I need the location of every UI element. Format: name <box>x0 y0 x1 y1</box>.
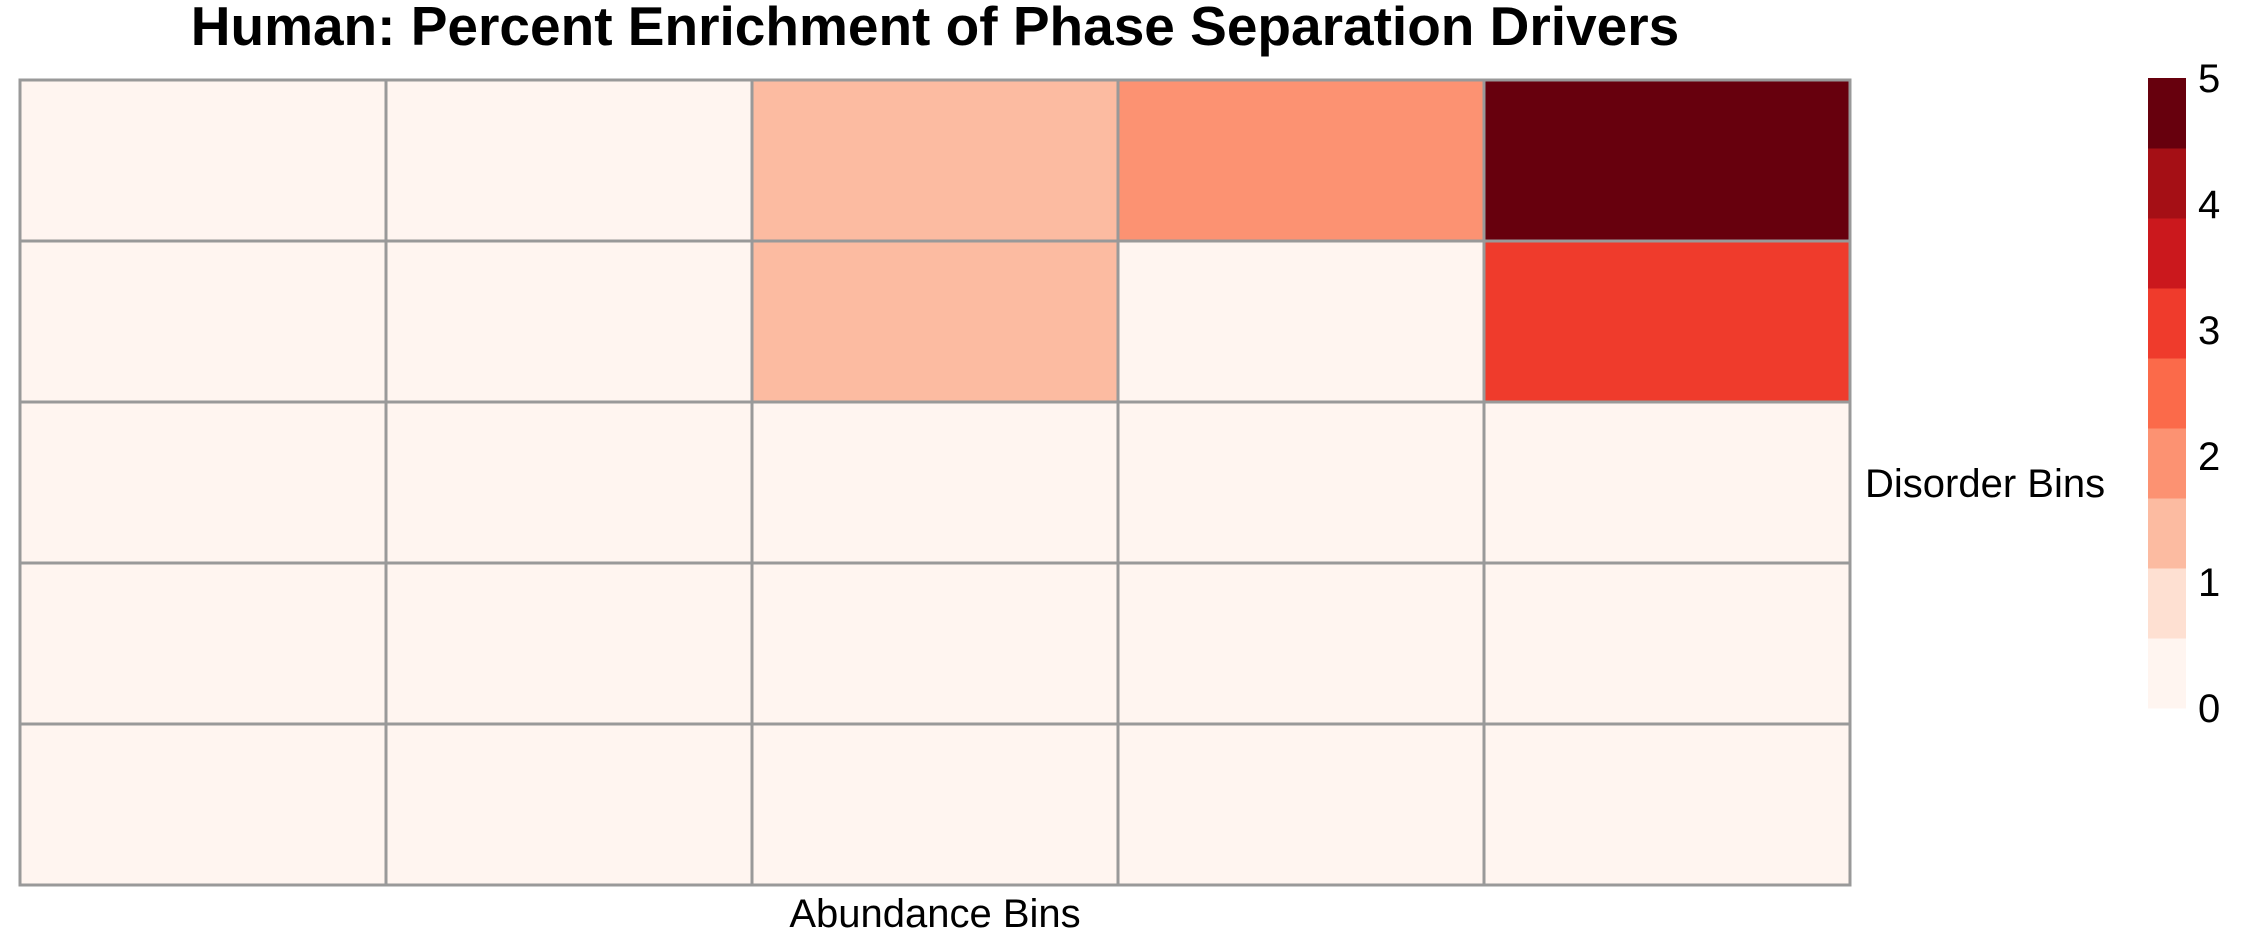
heatmap-cell-r2-c2 <box>384 239 754 404</box>
heatmap-cell-r1-c5 <box>1482 78 1852 243</box>
heatmap-cell-r3-c1 <box>18 400 388 565</box>
heatmap-cell-r5-c2 <box>384 722 754 887</box>
heatmap-cell-r4-c3 <box>750 561 1120 726</box>
heatmap-cell-r5-c4 <box>1116 722 1486 887</box>
legend-swatch-1 <box>2148 568 2186 639</box>
legend-tick-label: 0 <box>2198 687 2220 731</box>
heatmap-cell-r5-c5 <box>1482 722 1852 887</box>
heatmap-cell-r3-c4 <box>1116 400 1486 565</box>
legend-swatch-3 <box>2148 428 2186 499</box>
legend-tick-label: 1 <box>2198 561 2220 605</box>
legend-swatch-0 <box>2148 638 2186 709</box>
heatmap-cell-r1-c1 <box>18 78 388 243</box>
legend-swatch-5 <box>2148 288 2186 359</box>
chart-title: Human: Percent Enrichment of Phase Separ… <box>191 0 1680 57</box>
heatmap-cell-r2-c3 <box>750 239 1120 404</box>
legend-swatch-2 <box>2148 498 2186 569</box>
heatmap-cell-r1-c4 <box>1116 78 1486 243</box>
legend-tick-label: 5 <box>2198 57 2220 101</box>
heatmap-cell-r2-c5 <box>1482 239 1852 404</box>
heatmap-cell-r4-c1 <box>18 561 388 726</box>
heatmap-cell-r4-c4 <box>1116 561 1486 726</box>
heatmap-cell-r3-c2 <box>384 400 754 565</box>
legend-tick-label: 2 <box>2198 435 2220 479</box>
heatmap-cell-r4-c2 <box>384 561 754 726</box>
legend-swatch-4 <box>2148 358 2186 429</box>
legend-tick-label: 3 <box>2198 309 2220 353</box>
legend-swatch-6 <box>2148 218 2186 289</box>
heatmap-cells <box>18 78 1852 887</box>
heatmap-cell-r3-c5 <box>1482 400 1852 565</box>
heatmap-cell-r5-c3 <box>750 722 1120 887</box>
heatmap-cell-r3-c3 <box>750 400 1120 565</box>
color-legend: 0 1 2 3 4 5 <box>2148 57 2220 731</box>
y-axis-label: Disorder Bins <box>1865 462 2105 506</box>
heatmap-cell-r2-c1 <box>18 239 388 404</box>
heatmap-cell-r1-c2 <box>384 78 754 243</box>
legend-swatch-7 <box>2148 148 2186 219</box>
heatmap-cell-r5-c1 <box>18 722 388 887</box>
heatmap-cell-r4-c5 <box>1482 561 1852 726</box>
heatmap-cell-r2-c4 <box>1116 239 1486 404</box>
x-axis-label: Abundance Bins <box>789 892 1080 936</box>
heatmap-cell-r1-c3 <box>750 78 1120 243</box>
legend-tick-label: 4 <box>2198 183 2220 227</box>
legend-swatch-8 <box>2148 78 2186 149</box>
